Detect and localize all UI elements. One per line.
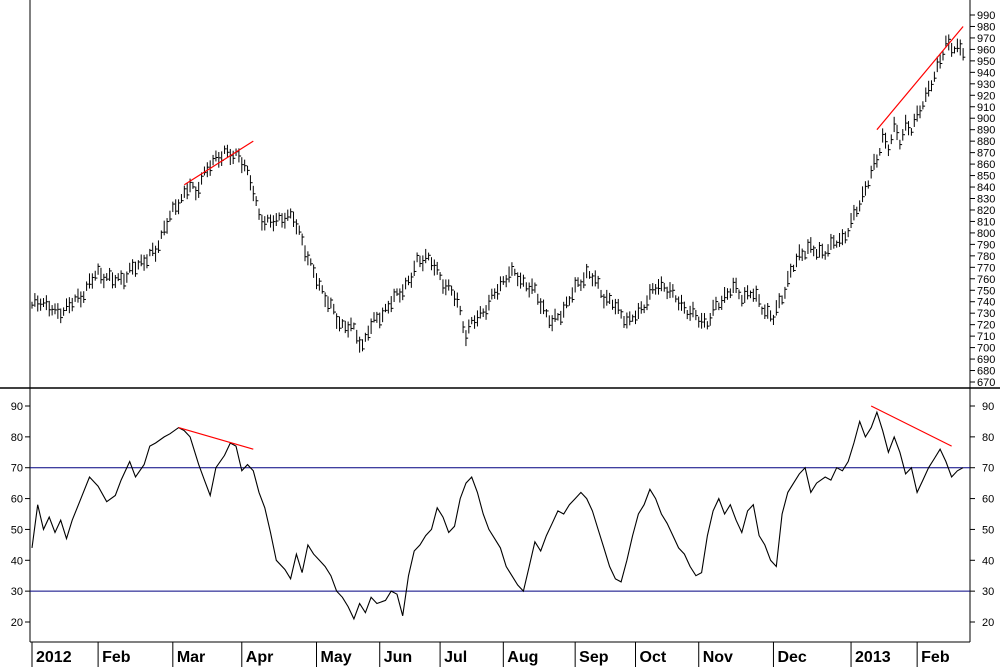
price-tick-label: 950: [977, 56, 995, 68]
month-label: Feb: [921, 649, 950, 666]
price-panel: 6706806907007107207307407507607707807908…: [0, 0, 1000, 642]
price-tick-label: 930: [977, 79, 995, 91]
month-label: Dec: [777, 649, 806, 666]
x-axis: 2012 Feb Mar Apr May Jun Jul Aug Sep Oct Nov Dec 201…: [30, 641, 970, 667]
price-trendline: [183, 140, 254, 186]
rsi-tick-label-right: 40: [982, 555, 994, 567]
price-tick-label: 690: [977, 354, 995, 366]
month-label: Jul: [444, 649, 467, 666]
price-tick-label: 820: [977, 205, 995, 217]
month-label: Aug: [507, 649, 538, 666]
price-tick-label: 740: [977, 297, 995, 309]
rsi-tick-label-left: 20: [11, 617, 23, 629]
rsi-tick-label-right: 80: [982, 432, 994, 444]
price-tick-label: 760: [977, 274, 995, 286]
price-tick-label: 980: [977, 21, 995, 33]
rsi-tick-label-right: 90: [982, 401, 994, 413]
price-tick-label: 870: [977, 148, 995, 160]
price-tick-label: 710: [977, 331, 995, 343]
price-tick-label: 970: [977, 33, 995, 45]
rsi-tick-label-left: 30: [11, 586, 23, 598]
price-tick-label: 850: [977, 171, 995, 183]
price-tick-label: 770: [977, 262, 995, 274]
price-tick-label: 920: [977, 90, 995, 102]
price-tick-label: 840: [977, 182, 995, 194]
price-tick-label: 790: [977, 239, 995, 251]
price-tick-label: 800: [977, 228, 995, 240]
price-tick-label: 810: [977, 216, 995, 228]
price-tick-label: 670: [977, 377, 995, 389]
month-label: Sep: [579, 649, 609, 666]
rsi-tick-label-left: 60: [11, 494, 23, 506]
price-tick-label: 940: [977, 67, 995, 79]
price-trendline: [876, 26, 964, 131]
price-tick-label: 890: [977, 125, 995, 137]
rsi-tick-label-right: 50: [982, 524, 994, 536]
rsi-tick-label-right: 60: [982, 494, 994, 506]
price-tick-label: 860: [977, 159, 995, 171]
price-tick-label: 720: [977, 320, 995, 332]
rsi-tick-label-left: 40: [11, 555, 23, 567]
price-tick-label: 830: [977, 194, 995, 206]
rsi-tick-label-left: 70: [11, 463, 23, 475]
month-label: Apr: [246, 649, 274, 666]
month-label: Mar: [177, 649, 205, 666]
rsi-tick-label-left: 90: [11, 401, 23, 413]
price-tick-label: 680: [977, 366, 995, 378]
month-label: Feb: [102, 649, 131, 666]
rsi-panel: 20 20 30 30 40 40 50 50 60 60 70 70 80 80 90 90: [11, 401, 995, 629]
rsi-tick-label-left: 80: [11, 432, 23, 444]
month-label: Jun: [384, 649, 412, 666]
price-tick-label: 900: [977, 113, 995, 125]
price-tick-label: 700: [977, 343, 995, 355]
price-tick-label: 750: [977, 285, 995, 297]
price-tick-label: 880: [977, 136, 995, 148]
month-label: 2012: [36, 649, 72, 666]
rsi-trendline: [870, 405, 952, 447]
rsi-trendline: [178, 427, 254, 450]
price-tick-label: 730: [977, 308, 995, 320]
month-label: Oct: [640, 649, 667, 666]
rsi-tick-label-right: 20: [982, 617, 994, 629]
rsi-line: [31, 410, 964, 621]
rsi-tick-label-right: 30: [982, 586, 994, 598]
price-tick-label: 960: [977, 44, 995, 56]
month-label: May: [321, 649, 352, 666]
rsi-tick-label-left: 50: [11, 524, 23, 536]
month-label: 2013: [855, 649, 891, 666]
rsi-tick-label-right: 70: [982, 463, 994, 475]
price-tick-label: 910: [977, 102, 995, 114]
price-tick-label: 780: [977, 251, 995, 263]
month-label: Nov: [703, 649, 733, 666]
price-tick-label: 990: [977, 10, 995, 22]
